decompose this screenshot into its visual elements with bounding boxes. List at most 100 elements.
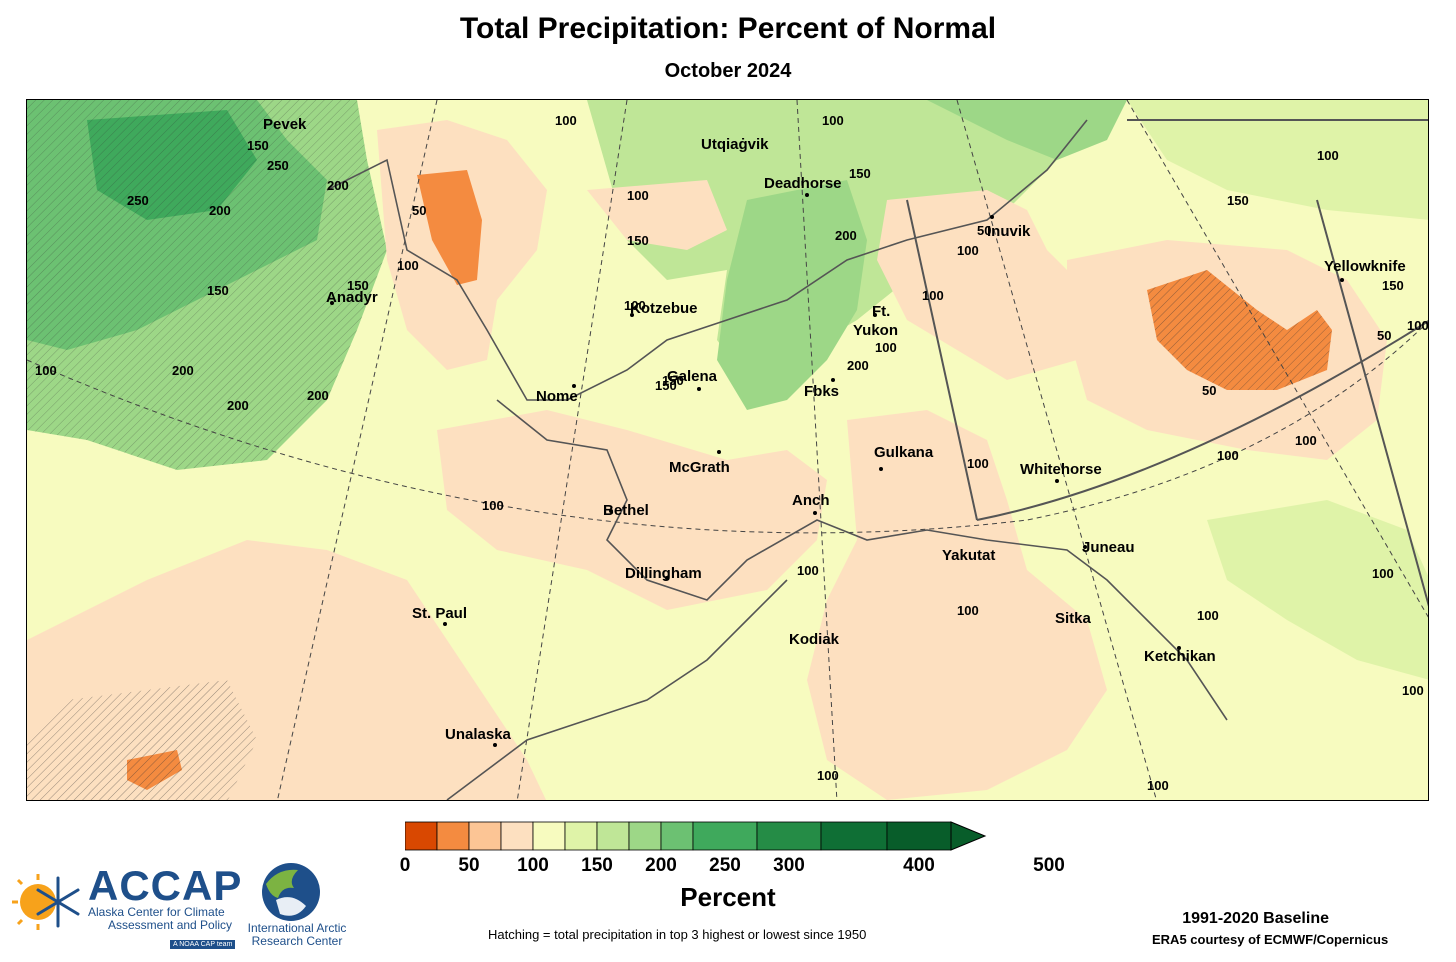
city-label-fbks: Fbks bbox=[804, 383, 840, 400]
colorbar-tick-label: 100 bbox=[517, 855, 549, 876]
iarc-globe-icon bbox=[262, 863, 320, 921]
map-title: Total Precipitation: Percent of Normal bbox=[459, 12, 997, 45]
contour-label: 50 bbox=[977, 223, 991, 238]
contour-label: 150 bbox=[247, 138, 269, 153]
contour-label: 100 bbox=[627, 188, 649, 203]
colorbar-segment bbox=[886, 821, 952, 851]
colorbar-segment bbox=[500, 821, 534, 851]
contour-label: 100 bbox=[1217, 448, 1239, 463]
contour-label: 100 bbox=[555, 113, 577, 128]
colorbar-svg bbox=[404, 821, 987, 851]
contour-label: 150 bbox=[627, 233, 649, 248]
city-label-ft: Ft. bbox=[872, 303, 891, 320]
border-nwt bbox=[1316, 199, 1428, 607]
colorbar-segment bbox=[692, 821, 758, 851]
colorbar-tick-label: 300 bbox=[773, 855, 805, 876]
colorbar-segment bbox=[564, 821, 598, 851]
contour-label: 200 bbox=[327, 178, 349, 193]
contour-label: 100 bbox=[822, 113, 844, 128]
colorbar-segment bbox=[820, 821, 888, 851]
city-label-nome: Nome bbox=[536, 388, 578, 405]
colorbar-segment bbox=[596, 821, 630, 851]
city-label-unalaska: Unalaska bbox=[445, 726, 511, 743]
city-label-yukon: Yukon bbox=[853, 322, 899, 339]
contour-label: 150 bbox=[662, 373, 684, 388]
colorbar-segment bbox=[628, 821, 662, 851]
colorbar-tick-label: 200 bbox=[645, 855, 677, 876]
contour-label: 100 bbox=[397, 258, 419, 273]
colorbar-tick-label: 0 bbox=[399, 855, 411, 876]
contour-label: 150 bbox=[1382, 278, 1404, 293]
contour-label: 150 bbox=[655, 378, 677, 393]
tan-region-southwest-ak bbox=[437, 410, 827, 610]
city-label-sitka: Sitka bbox=[1055, 610, 1091, 627]
city-label-bethel: Bethel bbox=[603, 502, 649, 519]
city-label-pevek: Pevek bbox=[263, 116, 307, 133]
contour-label: 100 bbox=[1295, 433, 1317, 448]
contour-label: 50 bbox=[1377, 328, 1391, 343]
colorbar-segment bbox=[660, 821, 694, 851]
orange-region-chukotka bbox=[417, 170, 482, 285]
colorbar-segment bbox=[404, 821, 438, 851]
hatch-nwt bbox=[1147, 270, 1332, 390]
contour-label: 250 bbox=[267, 158, 289, 173]
contour-label: 150 bbox=[849, 166, 871, 181]
contour-label: 100 bbox=[875, 340, 897, 355]
accap-team-badge: A NOAA CAP team bbox=[170, 940, 236, 949]
colorbar-tick-label: 500 bbox=[1033, 855, 1065, 876]
contour-label: 200 bbox=[227, 398, 249, 413]
city-label-kodiak: Kodiak bbox=[789, 631, 840, 648]
border-ak-canada bbox=[906, 199, 978, 521]
city-label-utqiagvik: Utqiaġvik bbox=[701, 136, 769, 153]
contour-label: 100 bbox=[624, 298, 646, 313]
city-label-whitehorse: Whitehorse bbox=[1020, 461, 1102, 478]
contour-label: 100 bbox=[797, 563, 819, 578]
tan-region-gulf bbox=[807, 410, 1107, 800]
contour-label: 100 bbox=[817, 768, 839, 783]
meridian-2 bbox=[516, 100, 628, 800]
city-dots bbox=[330, 193, 1344, 747]
baseline-text: 1991-2020 Baseline bbox=[1182, 910, 1329, 927]
hatch-chukotka bbox=[27, 100, 387, 470]
contour-label: 100 bbox=[922, 288, 944, 303]
colorbar-segment bbox=[468, 821, 502, 851]
contour-label: 150 bbox=[347, 278, 369, 293]
green-region-beaufort bbox=[927, 100, 1127, 160]
colorbar-segment bbox=[756, 821, 822, 851]
accap-subtitle-line2: Assessment and Policy bbox=[108, 918, 233, 932]
iarc-line1: International Arctic bbox=[247, 921, 347, 935]
contour-label: 100 bbox=[1372, 566, 1394, 581]
tan-region-interior-west bbox=[587, 180, 727, 250]
contour-labels: 100 200 150 250 50 100 150 200 250 150 2… bbox=[35, 113, 1429, 801]
colorbar-extend-arrow bbox=[950, 821, 987, 851]
contour-label: 250 bbox=[127, 193, 149, 208]
contour-label: 50 bbox=[147, 798, 161, 801]
contour-label: 100 bbox=[1402, 683, 1424, 698]
parallel-1 bbox=[27, 321, 1428, 534]
contour-label: 100 bbox=[957, 243, 979, 258]
accap-subtitle-line1: Alaska Center for Climate bbox=[88, 905, 225, 919]
hatch-aleutian bbox=[27, 680, 257, 800]
contour-label: 100 bbox=[1197, 608, 1219, 623]
city-label-juneau: Juneau bbox=[1082, 539, 1135, 556]
contour-label: 100 bbox=[35, 363, 57, 378]
city-label-gulkana: Gulkana bbox=[874, 444, 934, 461]
contour-label: 200 bbox=[307, 388, 329, 403]
colorbar-tick-label: 250 bbox=[709, 855, 741, 876]
contour-label: 100 bbox=[957, 603, 979, 618]
green-region-interior bbox=[717, 180, 867, 410]
city-label-inuvik: Inuvik bbox=[987, 223, 1031, 240]
city-label-mcgrath: McGrath bbox=[669, 459, 730, 476]
contour-label: 100 bbox=[1147, 778, 1169, 793]
contour-label: 100 bbox=[1407, 318, 1429, 333]
colorbar-segment bbox=[436, 821, 470, 851]
meridian-3 bbox=[796, 100, 838, 800]
borders bbox=[906, 119, 1428, 607]
city-label-st-paul: St. Paul bbox=[412, 605, 468, 622]
green-region-se-canada bbox=[1207, 500, 1428, 680]
coastline bbox=[326, 119, 1228, 800]
city-label-galena: Galena bbox=[667, 368, 718, 385]
colorbar-tick-label: 400 bbox=[903, 855, 935, 876]
contour-label: 100 bbox=[1317, 148, 1339, 163]
meridian-5 bbox=[1126, 100, 1428, 618]
